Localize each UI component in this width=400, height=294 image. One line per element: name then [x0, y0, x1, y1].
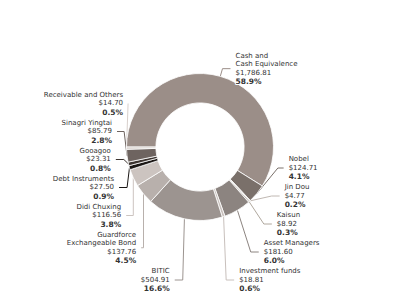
- svg-text:6.0%: 6.0%: [264, 256, 285, 265]
- svg-text:Sinagri Yingtai: Sinagri Yingtai: [62, 119, 112, 127]
- svg-text:Nobel: Nobel: [289, 155, 309, 163]
- svg-text:0.5%: 0.5%: [102, 108, 123, 117]
- svg-text:Exchangeable Bond: Exchangeable Bond: [67, 239, 136, 247]
- svg-text:$116.56: $116.56: [92, 211, 121, 219]
- svg-text:Jin Dou: Jin Dou: [284, 183, 310, 191]
- svg-text:Debt Instruments: Debt Instruments: [53, 175, 115, 183]
- svg-text:$14.70: $14.70: [99, 99, 124, 107]
- svg-text:0.9%: 0.9%: [93, 192, 114, 201]
- svg-text:0.2%: 0.2%: [285, 200, 306, 209]
- svg-text:$18.81: $18.81: [239, 276, 264, 284]
- svg-text:$85.79: $85.79: [87, 127, 112, 135]
- svg-text:Investment funds: Investment funds: [239, 267, 301, 275]
- svg-text:Guardforce: Guardforce: [97, 231, 136, 239]
- svg-text:$504.91: $504.91: [141, 276, 170, 284]
- svg-text:Gooagoo: Gooagoo: [80, 147, 111, 155]
- svg-text:4.5%: 4.5%: [115, 256, 136, 265]
- svg-text:0.8%: 0.8%: [90, 164, 111, 173]
- svg-text:$4.77: $4.77: [285, 192, 305, 200]
- svg-text:$124.71: $124.71: [289, 164, 318, 172]
- svg-text:2.8%: 2.8%: [91, 136, 112, 145]
- svg-text:$27.50: $27.50: [90, 183, 115, 191]
- svg-text:0.3%: 0.3%: [277, 228, 298, 237]
- svg-text:Cash and: Cash and: [235, 52, 268, 60]
- svg-text:3.8%: 3.8%: [100, 220, 121, 229]
- svg-text:Didi Chuxing: Didi Chuxing: [77, 203, 122, 211]
- svg-text:Asset Managers: Asset Managers: [264, 239, 320, 247]
- svg-text:$8.92: $8.92: [277, 220, 297, 228]
- svg-text:$137.76: $137.76: [107, 248, 136, 256]
- svg-text:0.6%: 0.6%: [239, 284, 260, 293]
- svg-text:$1,786.81: $1,786.81: [235, 69, 271, 77]
- svg-text:$181.60: $181.60: [264, 248, 293, 256]
- svg-text:16.6%: 16.6%: [144, 284, 171, 293]
- svg-text:Receivable and Others: Receivable and Others: [44, 91, 124, 99]
- svg-text:Kaisun: Kaisun: [277, 211, 300, 219]
- svg-text:Cash Equivalence: Cash Equivalence: [235, 60, 297, 68]
- svg-text:4.1%: 4.1%: [289, 172, 310, 181]
- svg-text:BITIC: BITIC: [152, 267, 170, 275]
- svg-text:58.9%: 58.9%: [235, 77, 262, 86]
- svg-text:$23.31: $23.31: [86, 155, 111, 163]
